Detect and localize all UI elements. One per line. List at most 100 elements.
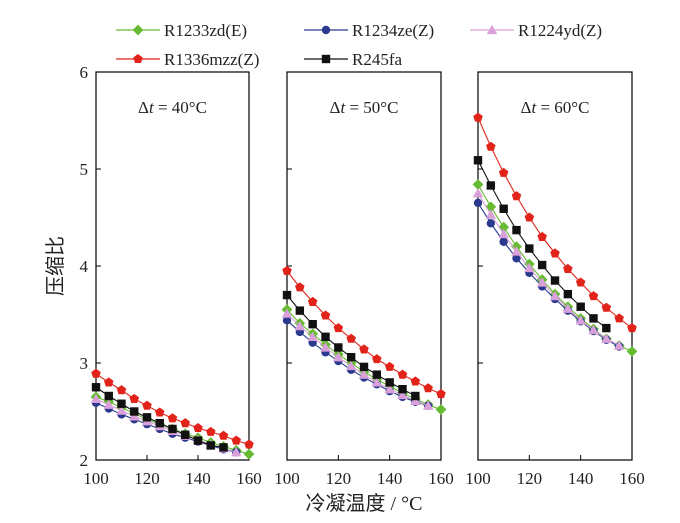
series [473, 112, 637, 333]
data-point [103, 377, 114, 387]
data-point [499, 204, 508, 213]
x-tick-label: 140 [568, 469, 594, 488]
data-point [142, 400, 152, 410]
data-point [372, 370, 382, 379]
data-point [601, 302, 612, 312]
data-point [219, 443, 228, 452]
data-point [575, 315, 586, 325]
data-point [359, 362, 369, 372]
data-point [116, 385, 127, 395]
data-point [320, 342, 331, 352]
data-point [103, 399, 114, 409]
data-point [563, 289, 573, 299]
data-point [231, 447, 242, 457]
data-point [91, 383, 101, 392]
data-point [346, 352, 356, 362]
data-point [613, 340, 625, 350]
data-point [334, 343, 343, 352]
x-axis-label: 冷凝温度 / °C [306, 492, 423, 515]
data-point [397, 369, 408, 379]
legend-marker [133, 54, 143, 64]
legend-marker [321, 25, 331, 35]
series-line [477, 202, 620, 347]
data-point [244, 439, 254, 449]
legend-label: R1233zd(E) [164, 21, 247, 40]
series-line [95, 386, 224, 448]
data-point [614, 313, 624, 323]
data-point [372, 354, 382, 364]
data-point [537, 260, 547, 270]
series [282, 265, 446, 399]
y-tick-label: 3 [80, 354, 89, 373]
data-point [626, 345, 638, 357]
data-point [142, 413, 152, 422]
x-tick-label: 160 [236, 469, 262, 488]
data-point [435, 404, 447, 415]
data-point [155, 418, 164, 428]
chart-panel: 100 120 140 160 Δt = 40°C [83, 71, 262, 488]
y-tick-label: 4 [80, 257, 89, 276]
data-point [243, 448, 255, 460]
x-tick-label: 160 [428, 469, 454, 488]
data-point [549, 290, 561, 301]
legend-item: R1234ze(Z) [304, 21, 434, 40]
data-point [472, 188, 484, 198]
data-point [436, 389, 446, 399]
chart-panels: 100 120 140 160 Δt = 40°C 100 120 140 160 Δt = 50… [83, 71, 645, 488]
legend-label: R245fa [352, 50, 403, 69]
y-tick-label: 6 [80, 63, 89, 82]
data-point [295, 306, 305, 315]
series-line [477, 192, 620, 347]
x-tick-label: 140 [185, 469, 211, 488]
data-point [282, 316, 292, 325]
data-point [307, 331, 318, 341]
data-point [345, 360, 357, 371]
data-point [295, 282, 305, 292]
data-point [218, 430, 229, 440]
data-point [129, 393, 140, 403]
data-point [346, 333, 356, 343]
data-point [486, 181, 496, 190]
data-point [563, 263, 573, 273]
data-point [498, 228, 509, 239]
series [472, 188, 625, 350]
data-point [499, 237, 508, 246]
data-point [575, 277, 586, 287]
data-point [550, 248, 560, 258]
data-point [473, 112, 483, 122]
data-point [562, 303, 574, 313]
series-line [286, 294, 416, 397]
panel-label: Δt = 60°C [521, 98, 590, 117]
data-point [333, 351, 344, 362]
panel-label: Δt = 50°C [330, 98, 399, 117]
legend-item: R245fa [304, 50, 403, 69]
x-tick-label: 100 [465, 469, 491, 488]
data-point [486, 219, 496, 228]
data-point [371, 377, 383, 387]
series [473, 156, 611, 333]
y-axis-label: 压缩比 [44, 236, 67, 296]
data-point [601, 333, 612, 343]
x-tick-label: 160 [619, 469, 645, 488]
x-tick-label: 100 [274, 469, 300, 488]
data-point [154, 407, 165, 417]
data-point [104, 391, 113, 401]
legend-label: R1234ze(Z) [352, 21, 434, 40]
data-point [410, 395, 421, 405]
series [91, 368, 254, 449]
data-point [307, 296, 318, 306]
panel-frame [477, 71, 633, 461]
data-point [511, 246, 522, 256]
data-point [116, 405, 127, 415]
legend-item: R1224yd(Z) [470, 21, 602, 40]
data-point [524, 212, 535, 222]
data-point [589, 314, 598, 323]
data-point [384, 361, 395, 371]
data-point [321, 332, 330, 342]
data-point [231, 435, 242, 445]
data-point [205, 426, 216, 436]
data-point [358, 369, 370, 379]
data-point [511, 191, 522, 201]
data-point [168, 424, 177, 434]
data-point [485, 209, 497, 219]
